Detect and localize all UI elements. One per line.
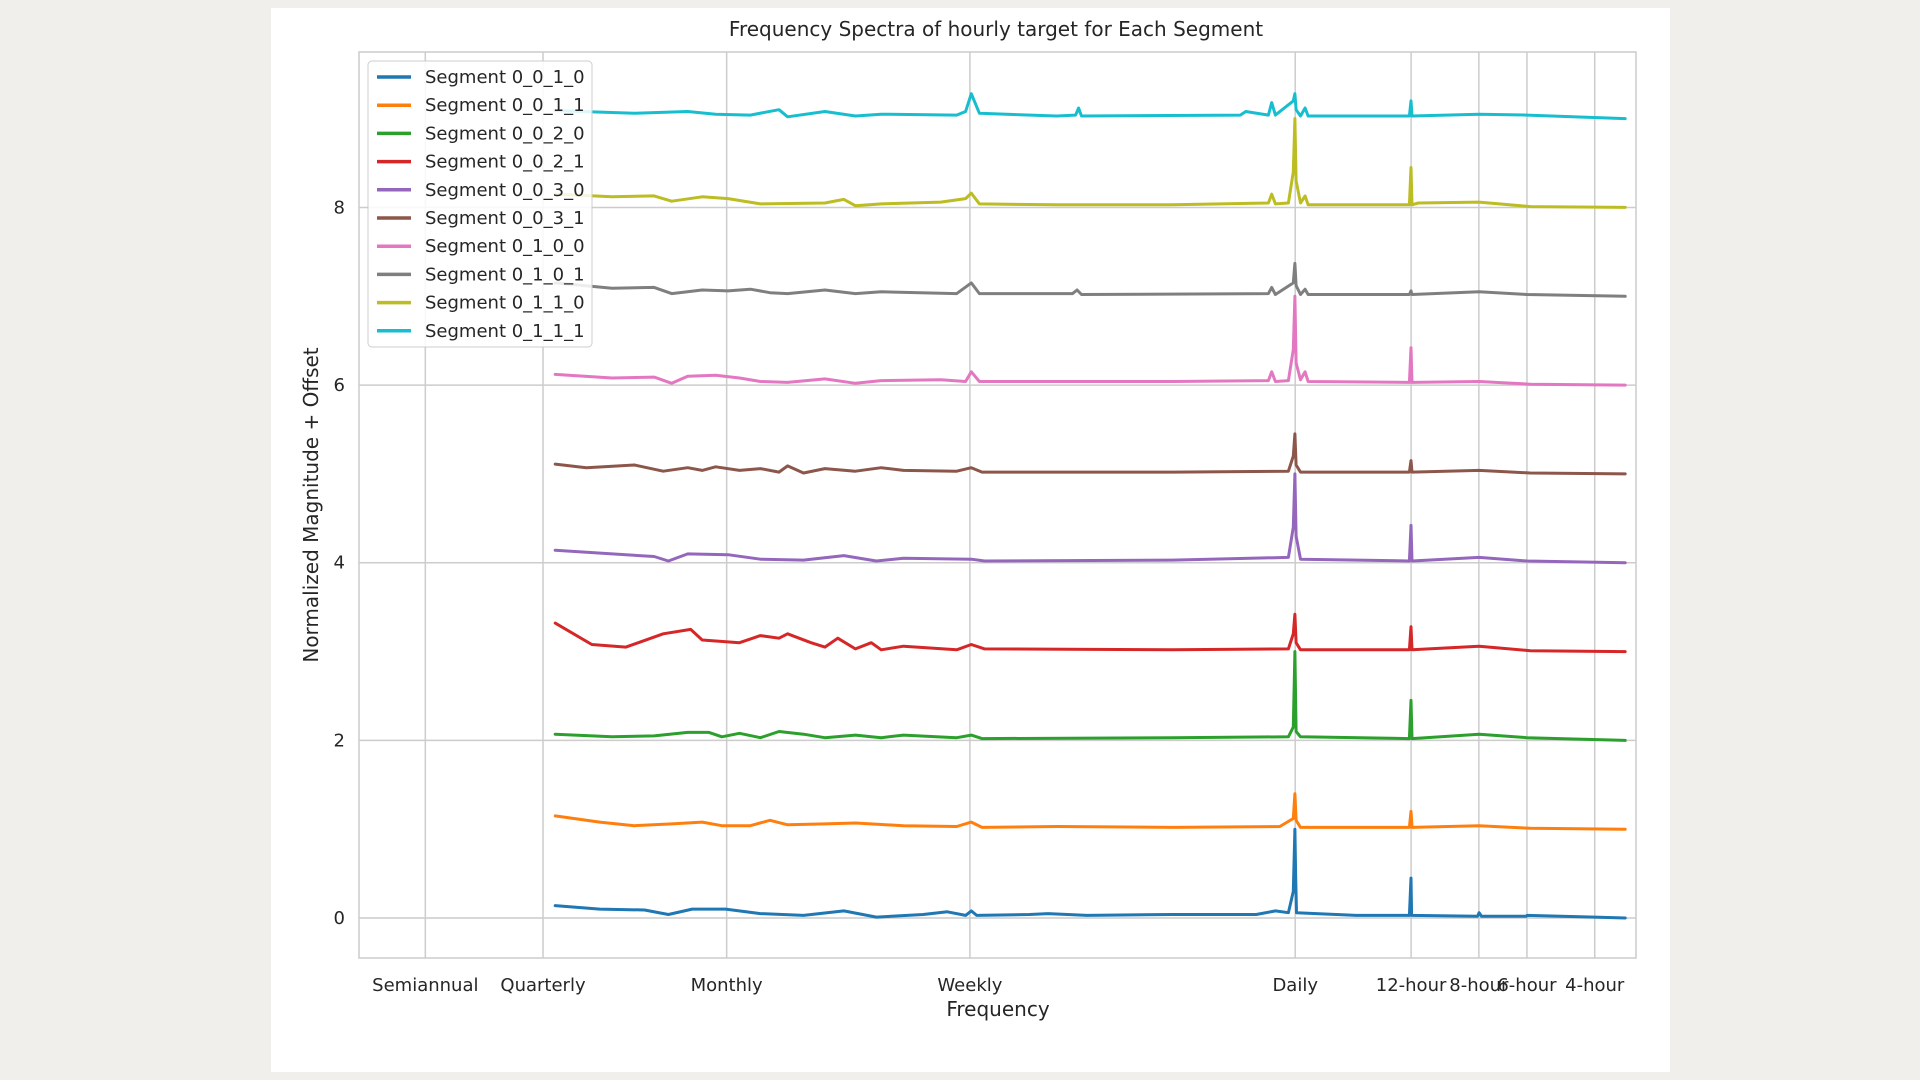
x-tick-label: Semiannual	[372, 975, 478, 996]
series-line-4	[553, 472, 1627, 565]
y-tick-label: 8	[334, 197, 345, 218]
series-line-0	[553, 827, 1627, 920]
legend-entry-label: Segment 0_0_3_0	[425, 180, 585, 201]
x-tick-label: 6-hour	[1497, 975, 1557, 996]
legend-entry-label: Segment 0_0_1_1	[425, 95, 585, 116]
legend-entry-label: Segment 0_0_3_1	[425, 208, 585, 229]
series-line-8	[553, 117, 1627, 209]
legend-entry-label: Segment 0_1_0_0	[425, 236, 585, 257]
legend-entry-label: Segment 0_1_1_1	[425, 321, 585, 342]
y-tick-label: 2	[334, 730, 345, 751]
series-line-1	[553, 792, 1627, 831]
y-tick-label: 6	[334, 375, 345, 396]
x-tick-label: Quarterly	[500, 975, 586, 996]
series-line-6	[553, 294, 1627, 387]
x-tick-label: Monthly	[691, 975, 763, 996]
legend-entry-label: Segment 0_1_0_1	[425, 264, 585, 285]
x-tick-label: Weekly	[937, 975, 1002, 996]
x-tick-label: Daily	[1272, 975, 1318, 996]
chart-svg: Frequency Spectra of hourly target for E…	[299, 17, 1637, 1021]
series-line-3	[553, 612, 1627, 654]
series-line-9	[553, 92, 1627, 121]
chart-title: Frequency Spectra of hourly target for E…	[729, 17, 1263, 41]
series-line-5	[553, 432, 1627, 476]
y-tick-label: 4	[334, 553, 345, 574]
legend-entry-label: Segment 0_0_2_1	[425, 152, 585, 173]
series-line-2	[553, 650, 1627, 742]
x-axis-label: Frequency	[946, 997, 1049, 1021]
legend-entry-label: Segment 0_1_1_0	[425, 293, 585, 314]
x-tick-label: 8-hour	[1449, 975, 1509, 996]
legend-entry-label: Segment 0_0_1_0	[425, 67, 585, 88]
y-axis-label: Normalized Magnitude + Offset	[299, 347, 323, 662]
legend-box	[367, 60, 593, 348]
x-tick-labels: Semiannual Quarterly Monthly Weekly Daily 12-…	[372, 975, 1625, 996]
legend: Segment 0_0_1_0 Segment 0_0_1_1 Segment 0_…	[367, 60, 593, 348]
y-tick-label: 0	[334, 908, 345, 929]
series-lines	[553, 92, 1627, 920]
legend-entry-label: Segment 0_0_2_0	[425, 123, 585, 144]
x-tick-label: 12-hour	[1376, 975, 1447, 996]
figure: Frequency Spectra of hourly target for E…	[271, 8, 1670, 1072]
x-tick-label: 4-hour	[1565, 975, 1625, 996]
y-tick-labels: 0 2 4 6 8	[334, 197, 345, 929]
series-line-7	[553, 261, 1627, 298]
